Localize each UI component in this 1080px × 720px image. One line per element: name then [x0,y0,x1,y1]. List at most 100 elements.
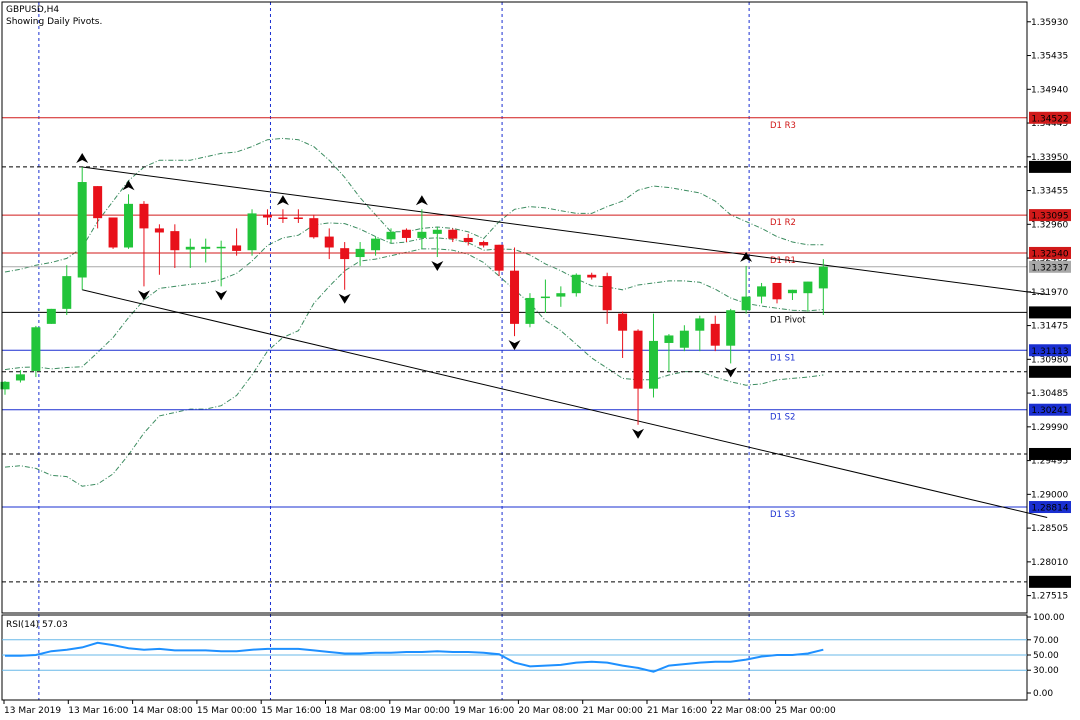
candle-body-43 [664,335,674,343]
candle-body-48 [741,296,751,311]
y-tick-label-9: 1.31475 [1031,322,1068,332]
candle-body-39 [602,276,612,311]
candle-body-33 [510,270,520,324]
trendlines [82,166,1048,519]
fractal-up-11 [740,251,753,262]
candle-body-44 [679,330,689,348]
candle-body-51 [787,289,797,294]
candle-body-26 [401,229,411,238]
candle-body-35 [540,296,550,299]
candle-body-2 [31,327,41,371]
y-tick-label-14: 1.29000 [1031,490,1068,500]
x-tick-label-3: 15 Mar 00:00 [197,706,257,716]
candle-body-18 [278,217,288,219]
candle-body-49 [757,286,767,297]
candle-body-40 [618,313,628,331]
price-tag-r2-box [1029,209,1071,222]
y-tick-label-11: 1.30485 [1031,389,1068,399]
candle-38 [587,272,597,280]
y-tick-label-7: 1.32465 [1031,254,1068,264]
x-tick-label-10: 21 Mar 16:00 [647,706,707,716]
candle-body-23 [355,248,365,258]
session-separators [38,2,750,700]
candle-36 [556,286,566,307]
x-tick-label-11: 22 Mar 08:00 [711,706,771,716]
chart-frame [1,1,1028,701]
candle-body-4 [62,276,72,309]
price-tag-pivot-box [1029,306,1071,319]
price-tags: 1.34522 1.33095 1.32540 1.31668 1.31113 1.302… [1029,111,1071,588]
pivot-label-r2: D1 R2 [770,218,796,228]
candle-body-41 [633,330,643,389]
band-upper [4,137,824,273]
candle-35 [540,279,550,313]
candle-body-15 [232,245,242,251]
y-tick-label-8: 1.31970 [1031,288,1068,298]
fractal-up-1 [122,180,135,191]
candle-body-36 [556,293,566,297]
x-tick-label-6: 19 Mar 00:00 [390,706,450,716]
candle-body-45 [695,318,705,331]
price-tag-r2-text: 1.33095 [1031,212,1068,222]
candle-body-21 [324,236,334,248]
candle-37 [571,273,581,297]
candle-body-11 [170,231,180,251]
trendline-1 [82,289,1048,519]
candle-26 [401,228,411,243]
pivot-label-s1: D1 S1 [770,353,795,363]
candle-52 [803,281,813,312]
rsi-tick-label-1: 70.00 [1033,636,1059,646]
candle-45 [695,315,705,352]
x-tick-label-5: 18 Mar 08:00 [326,706,386,716]
candle-44 [679,325,689,352]
fractal-up-6 [415,195,428,206]
x-tick-label-7: 19 Mar 16:00 [454,706,514,716]
price-tag-s1-box [1029,344,1071,357]
candle-23 [355,242,365,266]
x-tick-label-0: 13 Mar 2019 [4,706,61,716]
candle-22 [340,242,350,290]
main-frame [1,1,1028,614]
fractal-down-2 [137,290,150,301]
x-tick-label-2: 14 Mar 08:00 [133,706,193,716]
pivot-label-s3: D1 S3 [770,510,795,520]
y-tick-label-10: 1.30980 [1031,355,1068,365]
price-tag-dashed-0-box [1029,160,1071,173]
candle-28 [432,227,442,258]
candle-body-1 [15,374,25,381]
candle-body-9 [139,203,149,229]
candle-16 [247,209,257,256]
candle-body-34 [525,297,535,324]
y-tick-label-5: 1.33455 [1031,187,1068,197]
candle-body-10 [154,228,164,233]
y-tick-label-15: 1.28505 [1031,524,1068,534]
pivot-label-s2: D1 S2 [770,413,795,423]
fractal-down-7 [431,261,444,272]
price-tag-r3-text: 1.34522 [1031,114,1068,124]
candle-41 [633,329,643,425]
candle-31 [479,240,489,248]
y-tick-label-3: 1.34445 [1031,119,1068,129]
candle-body-8 [124,203,134,248]
rsi-tick-label-4: 0.00 [1033,689,1053,699]
pivot-note: Showing Daily Pivots. [6,17,102,27]
price-tag-r3-box [1029,111,1071,124]
band-middle [4,222,824,371]
candle-2 [31,325,41,378]
fractal-down-9 [632,428,645,439]
candle-4 [62,265,72,316]
rsi-frame [1,614,1028,701]
candle-body-32 [494,244,504,271]
x-tick-label-9: 21 Mar 00:00 [583,706,643,716]
candle-1 [15,370,25,383]
candle-24 [371,236,381,256]
time-axis: 13 Mar 2019 13 Mar 16:00 14 Mar 08:00 15 Ma… [3,700,836,716]
price-tag-r1-text: 1.32540 [1031,249,1068,259]
candle-body-24 [371,238,381,251]
candle-body-46 [710,323,720,346]
rsi-label: RSI(14) 57.03 [6,620,68,630]
y-tick-label-0: 1.35930 [1031,18,1068,28]
rsi-tick-label-3: 30.00 [1033,666,1059,676]
candle-body-0 [0,381,10,390]
fractal-down-10 [724,367,737,378]
